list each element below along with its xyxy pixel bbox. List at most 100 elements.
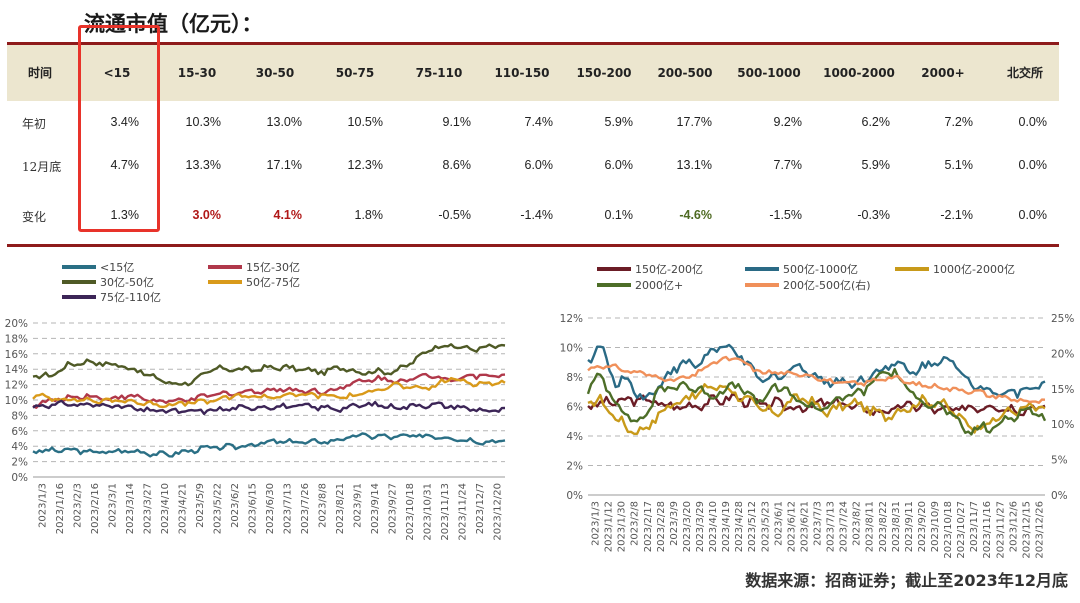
y-tick-label: 16% [5,349,28,361]
x-tick-label: 2023/12/6 [1008,501,1019,552]
y-tick-label: 6% [11,426,28,438]
x-tick-label: 2023/3/1 [108,483,119,528]
legend-label: 500亿-1000亿 [783,263,858,276]
x-tick-label: 2023/5/22 [213,483,224,534]
header-cell: 75-110 [415,66,463,80]
y-tick-label: 8% [566,372,583,384]
table-cell: -1.5% [769,208,802,222]
x-tick-label: 2023/5/12 [747,501,758,552]
x-tick-label: 2023/1/3 [591,501,602,546]
y2-tick-label: 15% [1051,384,1074,396]
series-line [587,383,1046,435]
table-cell: 3.0% [192,208,222,222]
row-label: 年初 [22,117,47,131]
x-tick-label: 2023/4/19 [721,501,732,552]
x-tick-label: 2023/10/18 [405,483,416,541]
legend-label: 15亿-30亿 [246,261,300,274]
table-cell: 13.0% [266,115,302,129]
x-tick-label: 2023/1/16 [55,483,66,534]
series-line [587,355,1046,404]
x-tick-label: 2023/5/23 [760,501,771,552]
chart-right: 0% 2% 4% 6% 8% 10% 12% 0% 5% 10% 15% 20% 25% 2023/1/3… [560,263,1075,559]
chart-left: 0% 2% 4% 6% 8% 10% 12% 14% 16% 18% 20% 2023/1/3 2023… [5,261,506,541]
y-tick-label: 12% [560,313,583,325]
table-cell: 0.0% [1018,158,1048,172]
legend-label: 50亿-75亿 [246,276,300,289]
x-tick-label: 2023/6/30 [265,483,276,534]
x-tick-label: 2023/4/28 [734,501,745,552]
header-cell: <15 [103,66,131,80]
table-cell: 13.1% [676,158,712,172]
x-tick-label: 2023/11/7 [969,501,980,552]
legend-label: 30亿-50亿 [100,276,154,289]
x-tick-label: 2023/8/8 [317,483,328,528]
page-title: 流通市值（亿元）： [84,12,263,36]
x-tick-label: 2023/9/11 [904,501,915,552]
x-tick-label: 2023/8/22 [878,501,889,552]
x-tick-label: 2023/11/13 [440,483,451,541]
x-tick-label: 2023/3/20 [682,501,693,552]
table-top-rule [7,42,1059,45]
x-tick-label: 2023/10/27 [956,501,967,559]
series-line [32,343,506,387]
table-cell: 13.3% [185,158,221,172]
data-source-note: 数据来源：招商证券；截止至2023年12月底 [745,571,1068,590]
x-tick-label: 2023/2/28 [656,501,667,552]
x-tick-label: 2023/9/1 [352,483,363,528]
table-cell: 1.3% [110,208,140,222]
x-tick-label: 2023/10/9 [930,501,941,552]
table-cell: 8.6% [442,158,472,172]
table-cell: -0.5% [438,208,471,222]
table-cell: 5.9% [861,158,891,172]
table-cell: 17.7% [676,115,712,129]
header-cell: 15-30 [177,66,217,80]
x-tick-label: 2023/12/7 [475,483,486,534]
series-line [32,399,506,416]
table-cell: 10.5% [347,115,383,129]
x-tick-label: 2023/7/13 [282,483,293,534]
header-cell: 150-200 [576,66,632,80]
header-cell: 500-1000 [737,66,801,80]
y-tick-label: 18% [5,333,28,345]
y-tick-label: 4% [11,441,28,453]
table-cell: 4.1% [273,208,303,222]
series-line [32,432,506,458]
header-cell: 时间 [27,66,52,80]
x-tick-label: 2023/11/27 [995,501,1006,559]
x-tick-label: 2023/1/3 [38,483,49,528]
y-tick-label: 4% [566,431,583,443]
x-tick-label: 2023/8/21 [335,483,346,534]
x-tick-label: 2023/1/12 [604,501,615,552]
y2-tick-label: 10% [1051,419,1074,431]
y-tick-label: 0% [566,490,583,502]
series-line [587,393,1046,417]
header-cell: 50-75 [335,66,375,80]
x-tick-label: 2023/6/15 [248,483,259,534]
x-tick-label: 2023/8/2 [852,501,863,546]
x-tick-label: 2023/9/27 [387,483,398,534]
highlight-box-lt15 [78,25,160,232]
legend-label: 75亿-110亿 [100,291,161,304]
table-cell: 5.9% [604,115,634,129]
x-tick-label: 2023/6/21 [799,501,810,552]
y2-tick-label: 25% [1051,313,1074,325]
table-cell: 6.2% [861,115,891,129]
table-cell: 1.8% [354,208,384,222]
header-cell: 2000+ [921,66,965,80]
y-tick-label: 14% [5,364,28,376]
legend-label: 1000亿-2000亿 [933,263,1015,276]
table-cell: 10.3% [185,115,221,129]
table-header-row [7,45,1059,101]
x-tick-label: 2023/3/27 [143,483,154,534]
x-tick-label: 2023/9/14 [370,483,381,534]
series-line [587,343,1046,401]
x-tick-label: 2023/9/20 [917,501,928,552]
table-cell: 7.2% [944,115,974,129]
x-tick-label: 2023/7/13 [826,501,837,552]
header-cell: 1000-2000 [823,66,895,80]
table-cell: 5.1% [944,158,974,172]
x-tick-label: 2023/8/31 [891,501,902,552]
x-tick-label: 2023/12/26 [1034,501,1045,559]
x-tick-label: 2023/5/9 [195,483,206,528]
x-tick-label: 2023/4/10 [160,483,171,534]
